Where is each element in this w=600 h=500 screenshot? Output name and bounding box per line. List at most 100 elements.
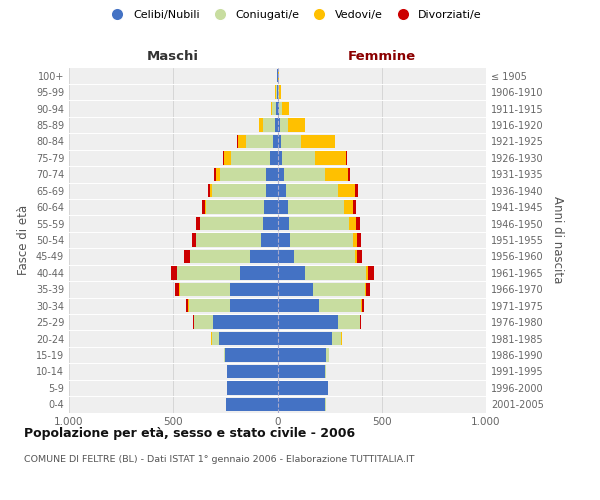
Bar — [277, 168, 325, 181]
Bar — [277, 69, 278, 82]
Bar — [277, 398, 326, 411]
Bar — [277, 332, 341, 345]
Bar — [277, 86, 278, 99]
Bar — [277, 381, 328, 394]
Bar — [277, 398, 325, 411]
Bar — [277, 134, 335, 148]
Bar — [277, 151, 347, 164]
Bar — [205, 200, 277, 214]
Bar — [270, 151, 277, 164]
Bar — [275, 86, 277, 99]
Bar — [277, 348, 329, 362]
Bar — [226, 398, 277, 411]
Bar — [264, 200, 277, 214]
Bar — [277, 200, 353, 214]
Bar — [277, 234, 290, 246]
Bar — [223, 151, 277, 164]
Bar — [206, 200, 277, 214]
Bar — [277, 282, 370, 296]
Bar — [224, 348, 277, 362]
Bar — [277, 266, 366, 280]
Bar — [227, 364, 277, 378]
Bar — [277, 364, 326, 378]
Bar — [277, 151, 346, 164]
Bar — [194, 316, 277, 329]
Bar — [200, 217, 277, 230]
Bar — [277, 217, 289, 230]
Bar — [178, 266, 277, 280]
Bar — [227, 381, 277, 394]
Bar — [227, 381, 277, 394]
Bar — [220, 168, 277, 181]
Bar — [261, 234, 277, 246]
Bar — [177, 266, 277, 280]
Bar — [277, 200, 288, 214]
Bar — [175, 282, 277, 296]
Bar — [224, 348, 277, 362]
Bar — [277, 118, 288, 132]
Legend: Celibi/Nubili, Coniugati/e, Vedovi/e, Divorziati/e: Celibi/Nubili, Coniugati/e, Vedovi/e, Di… — [102, 6, 486, 25]
Bar — [277, 266, 374, 280]
Bar — [266, 168, 277, 181]
Bar — [277, 364, 326, 378]
Bar — [227, 364, 277, 378]
Bar — [277, 282, 366, 296]
Bar — [277, 364, 325, 378]
Bar — [277, 381, 328, 394]
Bar — [275, 118, 277, 132]
Bar — [277, 234, 357, 246]
Bar — [277, 217, 360, 230]
Bar — [277, 151, 315, 164]
Bar — [196, 234, 277, 246]
Bar — [208, 184, 277, 198]
Bar — [275, 86, 277, 99]
Bar — [210, 184, 277, 198]
Bar — [277, 381, 328, 394]
Bar — [277, 299, 362, 312]
Bar — [277, 282, 313, 296]
Bar — [277, 184, 286, 198]
Text: Femmine: Femmine — [347, 50, 416, 62]
Bar — [216, 168, 277, 181]
Bar — [190, 250, 277, 263]
Bar — [224, 348, 277, 362]
Bar — [226, 398, 277, 411]
Bar — [250, 250, 277, 263]
Bar — [277, 381, 328, 394]
Bar — [277, 102, 289, 116]
Bar — [184, 250, 277, 263]
Bar — [277, 316, 360, 329]
Bar — [266, 184, 277, 198]
Bar — [230, 282, 277, 296]
Bar — [277, 250, 362, 263]
Bar — [193, 316, 277, 329]
Bar — [277, 184, 338, 198]
Text: COMUNE DI FELTRE (BL) - Dati ISTAT 1° gennaio 2006 - Elaborazione TUTTITALIA.IT: COMUNE DI FELTRE (BL) - Dati ISTAT 1° ge… — [24, 455, 415, 464]
Bar — [214, 168, 277, 181]
Bar — [277, 250, 294, 263]
Bar — [202, 200, 277, 214]
Bar — [277, 134, 281, 148]
Bar — [277, 332, 342, 345]
Bar — [277, 151, 281, 164]
Bar — [227, 381, 277, 394]
Bar — [227, 364, 277, 378]
Bar — [187, 299, 277, 312]
Bar — [227, 364, 277, 378]
Bar — [271, 102, 277, 116]
Bar — [277, 234, 353, 246]
Bar — [276, 86, 277, 99]
Y-axis label: Anni di nascita: Anni di nascita — [551, 196, 563, 284]
Bar — [238, 134, 277, 148]
Bar — [224, 151, 277, 164]
Bar — [277, 168, 284, 181]
Bar — [277, 217, 349, 230]
Bar — [277, 282, 365, 296]
Bar — [277, 398, 326, 411]
Bar — [277, 168, 350, 181]
Bar — [259, 118, 277, 132]
Bar — [277, 86, 279, 99]
Bar — [190, 250, 277, 263]
Bar — [227, 381, 277, 394]
Bar — [277, 168, 349, 181]
